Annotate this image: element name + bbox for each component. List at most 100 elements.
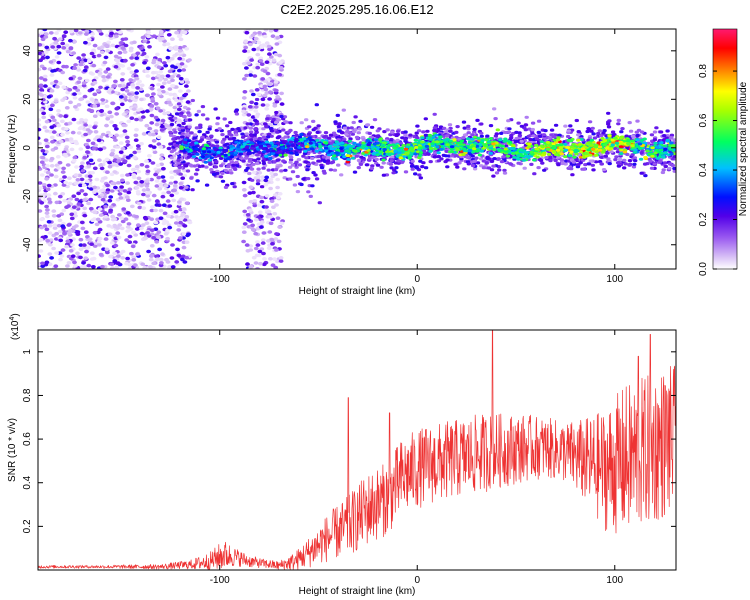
spectrogram-cell [48, 60, 54, 64]
spectrogram-cell [319, 166, 325, 170]
spectrogram-cell [288, 160, 293, 164]
spectrogram-cell [514, 139, 519, 143]
spectrogram-cell [86, 59, 92, 63]
spectrogram-cell [85, 145, 91, 150]
spectrogram-cell [516, 121, 521, 125]
spectrogram-cell [582, 167, 587, 171]
spectrogram-cell [157, 91, 163, 95]
spectrogram-cell [156, 168, 162, 172]
spectrogram-cell [65, 236, 71, 240]
spectrogram-cell [199, 138, 204, 142]
spectrogram-cell [295, 174, 300, 179]
spectrogram-cell [234, 160, 239, 164]
spectrogram-cell [65, 131, 70, 135]
spectrogram-cell [418, 176, 423, 180]
spectrogram-cell [349, 126, 354, 130]
spectrogram-cell [180, 212, 186, 217]
spectrogram-cell [255, 161, 260, 166]
spectrogram-cell [102, 176, 108, 180]
spectrogram-cell [156, 135, 162, 140]
spectrogram-cell [134, 56, 140, 60]
spectrogram-cell [569, 167, 574, 171]
spectrogram-cell [591, 132, 596, 136]
spectrogram-cell [323, 131, 329, 135]
spectrogram-cell [177, 200, 182, 204]
spectrogram-cell [177, 56, 183, 61]
spectrogram-cell [553, 123, 559, 127]
spectrogram-cell [129, 56, 135, 60]
spectrogram-cell [158, 257, 164, 262]
spectrogram-cell [85, 150, 90, 154]
spectrogram-cell [86, 138, 91, 143]
spectrogram-cell [96, 53, 102, 58]
spectrogram-cell [223, 185, 229, 189]
spectrogram-cell [105, 117, 111, 121]
spectrogram-cell [186, 232, 191, 237]
spectrogram-cell [113, 224, 118, 229]
spectrogram-cell [65, 49, 71, 54]
spectrogram-cell [76, 91, 82, 96]
spectrogram-cell [672, 154, 676, 158]
spectrogram-cell [165, 228, 170, 233]
spectrogram-cell [176, 158, 181, 162]
spectrogram-cell [47, 252, 53, 256]
spectrogram-cell [71, 194, 77, 198]
spectrogram-cell [186, 113, 192, 117]
spectrogram-cell [89, 87, 95, 92]
spectrogram-cell [125, 211, 131, 215]
spectrogram-cell [252, 199, 258, 203]
spectrogram-cell [126, 163, 132, 168]
spectrogram-cell [619, 130, 624, 134]
spectrogram-cell [174, 152, 180, 156]
spectrogram-cell [253, 261, 259, 265]
spectrogram-cell [114, 127, 119, 131]
spectrogram-cell [267, 52, 272, 56]
spectrogram-cell [268, 177, 274, 182]
spectrogram-cell [123, 217, 129, 221]
spectrogram-cell [54, 31, 59, 35]
spectrogram-cell [160, 74, 165, 79]
spectrogram-cell [267, 160, 272, 164]
spectrogram-cell [634, 130, 639, 134]
spectrogram-cell [354, 154, 359, 158]
spectrogram-cell [198, 123, 203, 127]
spectrogram-cell [145, 194, 151, 198]
spectrogram-cell [78, 243, 84, 247]
spectrogram-cell [114, 58, 120, 63]
spectrogram-cell [261, 161, 267, 165]
spectrogram-cell [547, 136, 553, 140]
spectrogram-cell [254, 122, 260, 126]
spectrogram-cell [635, 119, 640, 123]
spectrogram-cell [119, 226, 125, 231]
spectrogram-cell [96, 112, 101, 116]
spectrogram-cell [116, 235, 122, 240]
spectrogram-cell [54, 55, 60, 59]
spectrogram-cell [81, 81, 87, 85]
spectrogram-cell [98, 32, 104, 36]
spectrogram-cell [61, 64, 66, 69]
spectrogram-cell [652, 130, 658, 134]
spectrogram-cell [76, 103, 82, 107]
spectrogram-cell [134, 69, 139, 73]
spectrogram-cell [68, 249, 74, 253]
spectrogram-cell [204, 183, 210, 187]
spectrogram-cell [110, 151, 115, 156]
spectrogram-cell [277, 225, 283, 229]
spectrogram-cell [328, 168, 334, 172]
spectrogram-cell [586, 162, 591, 166]
spectrogram-cell [267, 90, 273, 94]
spectrogram-cell [170, 243, 175, 247]
spectrogram-cell [85, 235, 90, 239]
spectrogram-cell [156, 82, 161, 87]
spectrogram-cell [165, 55, 171, 60]
spectrogram-cell [89, 251, 95, 255]
spectrogram-cell [114, 154, 119, 159]
spectrogram-cell [168, 116, 173, 121]
spectrogram-cell [166, 146, 172, 151]
spectrogram-cell [64, 244, 69, 249]
spectrogram-cell [56, 223, 62, 228]
spectrogram-cell [64, 137, 70, 142]
spectrogram-cell [44, 129, 50, 133]
spectrogram-cell [613, 158, 618, 162]
spectrogram-cell [156, 88, 162, 92]
